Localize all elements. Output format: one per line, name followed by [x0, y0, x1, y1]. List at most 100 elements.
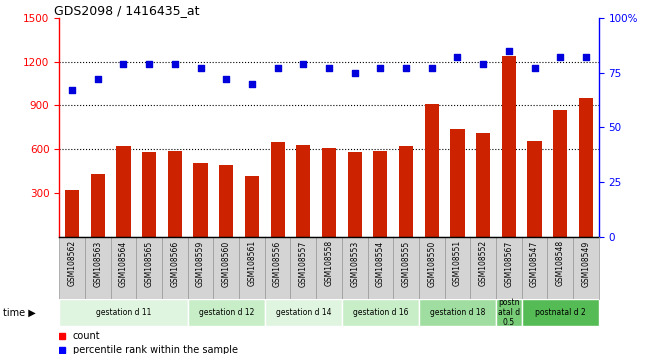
- Text: GSM108567: GSM108567: [504, 240, 513, 286]
- Point: [170, 61, 180, 67]
- FancyBboxPatch shape: [213, 237, 239, 299]
- Point: [555, 55, 565, 60]
- Text: postn
atal d
0.5: postn atal d 0.5: [498, 297, 520, 327]
- FancyBboxPatch shape: [470, 237, 496, 299]
- Text: gestation d 18: gestation d 18: [430, 308, 485, 317]
- FancyBboxPatch shape: [188, 299, 265, 326]
- Text: percentile rank within the sample: percentile rank within the sample: [72, 345, 238, 354]
- Point: [221, 76, 232, 82]
- Point: [324, 65, 334, 71]
- Bar: [579, 98, 593, 237]
- FancyBboxPatch shape: [239, 237, 265, 299]
- FancyBboxPatch shape: [547, 237, 573, 299]
- Point: [195, 65, 206, 71]
- Text: gestation d 12: gestation d 12: [199, 308, 254, 317]
- Bar: [219, 165, 234, 237]
- FancyBboxPatch shape: [419, 299, 496, 326]
- Point: [118, 61, 129, 67]
- Point: [426, 65, 437, 71]
- Text: GSM108562: GSM108562: [68, 240, 76, 286]
- Bar: [399, 147, 413, 237]
- Text: gestation d 14: gestation d 14: [276, 308, 331, 317]
- Bar: [528, 141, 542, 237]
- FancyBboxPatch shape: [496, 237, 522, 299]
- Point: [452, 55, 463, 60]
- Bar: [476, 133, 490, 237]
- Text: GSM108548: GSM108548: [556, 240, 565, 286]
- Point: [144, 61, 155, 67]
- Bar: [450, 129, 465, 237]
- FancyBboxPatch shape: [136, 237, 162, 299]
- Text: GSM108550: GSM108550: [427, 240, 436, 286]
- Bar: [142, 152, 156, 237]
- Point: [298, 61, 309, 67]
- Text: time ▶: time ▶: [3, 307, 36, 318]
- FancyBboxPatch shape: [316, 237, 342, 299]
- Point: [67, 87, 78, 93]
- Bar: [270, 142, 285, 237]
- FancyBboxPatch shape: [265, 237, 290, 299]
- Point: [272, 65, 283, 71]
- Text: GDS2098 / 1416435_at: GDS2098 / 1416435_at: [54, 4, 199, 17]
- Point: [401, 65, 411, 71]
- Bar: [373, 151, 388, 237]
- FancyBboxPatch shape: [393, 237, 419, 299]
- FancyBboxPatch shape: [85, 237, 111, 299]
- FancyBboxPatch shape: [573, 237, 599, 299]
- Text: postnatal d 2: postnatal d 2: [535, 308, 586, 317]
- Text: GSM108566: GSM108566: [170, 240, 180, 286]
- Bar: [322, 148, 336, 237]
- Text: GSM108549: GSM108549: [582, 240, 590, 286]
- FancyBboxPatch shape: [290, 237, 316, 299]
- Bar: [347, 152, 362, 237]
- Text: GSM108551: GSM108551: [453, 240, 462, 286]
- FancyBboxPatch shape: [59, 299, 188, 326]
- FancyBboxPatch shape: [162, 237, 188, 299]
- Bar: [502, 56, 516, 237]
- Text: gestation d 11: gestation d 11: [96, 308, 151, 317]
- FancyBboxPatch shape: [445, 237, 470, 299]
- Text: GSM108564: GSM108564: [119, 240, 128, 286]
- Text: GSM108547: GSM108547: [530, 240, 539, 286]
- Point: [503, 48, 514, 53]
- FancyBboxPatch shape: [59, 237, 85, 299]
- Bar: [296, 145, 311, 237]
- Text: GSM108563: GSM108563: [93, 240, 102, 286]
- Bar: [116, 147, 130, 237]
- Text: GSM108553: GSM108553: [350, 240, 359, 286]
- Text: GSM108559: GSM108559: [196, 240, 205, 286]
- Text: GSM108565: GSM108565: [145, 240, 154, 286]
- FancyBboxPatch shape: [522, 299, 599, 326]
- Text: GSM108552: GSM108552: [478, 240, 488, 286]
- Text: GSM108558: GSM108558: [324, 240, 334, 286]
- FancyBboxPatch shape: [188, 237, 213, 299]
- FancyBboxPatch shape: [368, 237, 393, 299]
- Point: [580, 55, 591, 60]
- Bar: [424, 104, 439, 237]
- Text: GSM108557: GSM108557: [299, 240, 308, 286]
- Point: [93, 76, 103, 82]
- Text: GSM108561: GSM108561: [247, 240, 257, 286]
- Point: [247, 81, 257, 86]
- Bar: [168, 151, 182, 237]
- FancyBboxPatch shape: [342, 237, 368, 299]
- Bar: [193, 162, 207, 237]
- Bar: [65, 190, 79, 237]
- Text: GSM108560: GSM108560: [222, 240, 231, 286]
- Point: [478, 61, 488, 67]
- FancyBboxPatch shape: [496, 299, 522, 326]
- Bar: [91, 174, 105, 237]
- Point: [349, 70, 360, 75]
- Bar: [245, 176, 259, 237]
- Text: gestation d 16: gestation d 16: [353, 308, 408, 317]
- Point: [529, 65, 540, 71]
- Bar: [553, 110, 567, 237]
- Point: [375, 65, 386, 71]
- Text: GSM108554: GSM108554: [376, 240, 385, 286]
- Text: GSM108555: GSM108555: [401, 240, 411, 286]
- FancyBboxPatch shape: [419, 237, 445, 299]
- FancyBboxPatch shape: [342, 299, 419, 326]
- Text: count: count: [72, 331, 100, 341]
- FancyBboxPatch shape: [111, 237, 136, 299]
- Text: GSM108556: GSM108556: [273, 240, 282, 286]
